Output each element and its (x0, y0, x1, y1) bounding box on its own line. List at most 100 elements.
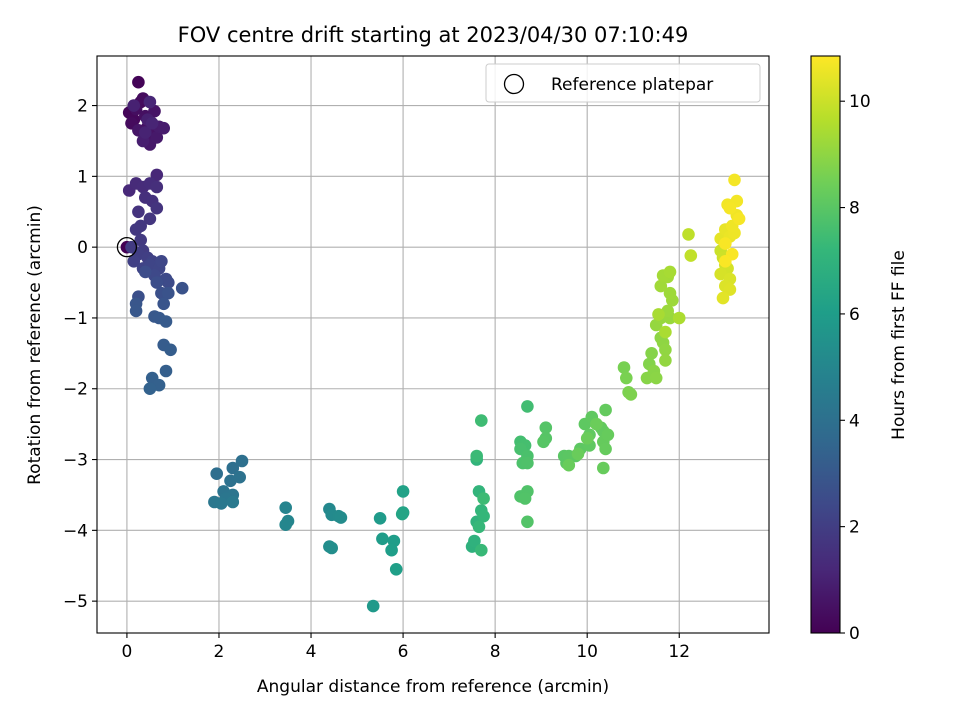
colorbar-ticks: 0 2 4 6 8 10 (840, 92, 871, 644)
data-point (226, 495, 240, 509)
data-point (649, 371, 663, 385)
data-point (617, 361, 631, 374)
data-point (396, 485, 410, 498)
data-point (601, 428, 615, 442)
data-point (389, 563, 403, 576)
y-tick-label: −3 (63, 451, 88, 471)
y-axis-ticks: −5 −4 −3 −2 −1 0 1 2 (63, 97, 97, 612)
data-point (521, 400, 534, 413)
data-point (562, 458, 576, 472)
y-tick-label: −2 (63, 380, 88, 400)
data-point (663, 286, 677, 300)
data-point (732, 212, 746, 226)
data-point (580, 432, 594, 445)
data-point (599, 403, 612, 417)
y-tick-label: −1 (63, 309, 88, 329)
data-point (716, 291, 730, 305)
data-point (162, 286, 175, 300)
data-point (654, 279, 668, 293)
data-point (139, 126, 152, 139)
data-point (373, 512, 387, 525)
data-point (215, 497, 228, 510)
data-point (521, 515, 534, 529)
data-point (590, 417, 603, 431)
data-point (150, 201, 164, 215)
data-point (477, 509, 490, 523)
data-point (127, 254, 141, 268)
data-point (145, 117, 159, 130)
data-point (659, 325, 672, 339)
data-point (150, 180, 164, 194)
data-points (116, 75, 746, 613)
data-point (723, 283, 737, 296)
data-point (470, 449, 484, 463)
data-point (164, 343, 177, 357)
data-point (159, 364, 173, 378)
data-point (210, 467, 223, 481)
data-point (719, 237, 732, 250)
data-point (279, 518, 293, 531)
colorbar-label: Hours from first FF file (889, 250, 909, 440)
data-point (143, 212, 157, 226)
data-point (659, 343, 672, 357)
colorbar: 0 2 4 6 8 10 Hours from first FF file (810, 55, 909, 644)
x-tick-label: 0 (122, 642, 133, 662)
data-point (472, 520, 486, 534)
data-point (159, 315, 173, 328)
data-point (395, 507, 409, 521)
data-point (571, 447, 585, 461)
legend-entry-reference-platepar: Reference platepar (551, 75, 713, 95)
data-point (139, 265, 152, 279)
colorbar-gradient (811, 56, 840, 633)
data-point (150, 131, 164, 144)
data-point (235, 454, 249, 468)
colorbar-tick-label: 6 (849, 305, 860, 325)
legend: Reference platepar (485, 63, 761, 103)
chart-title: FOV centre drift starting at 2023/04/30 … (178, 23, 689, 47)
data-point (143, 382, 157, 396)
data-point (385, 543, 398, 557)
data-point (162, 276, 175, 289)
data-point (537, 435, 550, 449)
data-point (325, 541, 339, 555)
data-point (539, 421, 553, 435)
x-tick-label: 8 (490, 642, 501, 662)
x-axis-ticks: 0 2 4 6 8 10 12 (122, 633, 690, 662)
data-point (366, 599, 380, 613)
reference-platepar-marker (116, 237, 138, 258)
data-point (599, 442, 612, 456)
data-point (620, 371, 633, 385)
data-point (233, 470, 246, 484)
x-tick-label: 2 (214, 642, 225, 662)
data-point (659, 354, 672, 367)
data-point (475, 414, 488, 427)
data-point (682, 228, 695, 241)
data-point (226, 461, 240, 475)
data-point (129, 304, 143, 318)
colorbar-frame (810, 55, 841, 634)
data-point (129, 223, 143, 236)
data-point (127, 99, 141, 112)
data-point (672, 311, 686, 325)
data-point (719, 254, 732, 268)
data-point (477, 492, 490, 505)
x-axis-label: Angular distance from reference (arcmin) (257, 677, 609, 697)
data-point (132, 75, 145, 89)
data-point (645, 347, 658, 360)
x-tick-label: 10 (576, 642, 598, 662)
data-point (597, 461, 610, 475)
x-tick-label: 6 (398, 642, 409, 662)
data-point (157, 121, 170, 135)
y-tick-label: −5 (63, 592, 88, 612)
colorbar-tick-label: 4 (849, 411, 860, 431)
y-axis-label: Rotation from reference (arcmin) (25, 205, 45, 485)
data-point (652, 308, 665, 321)
plot-frame (96, 55, 770, 634)
data-point (150, 168, 164, 182)
data-point (150, 276, 164, 289)
data-point (157, 297, 170, 311)
data-point (684, 249, 698, 262)
data-point (468, 534, 481, 548)
